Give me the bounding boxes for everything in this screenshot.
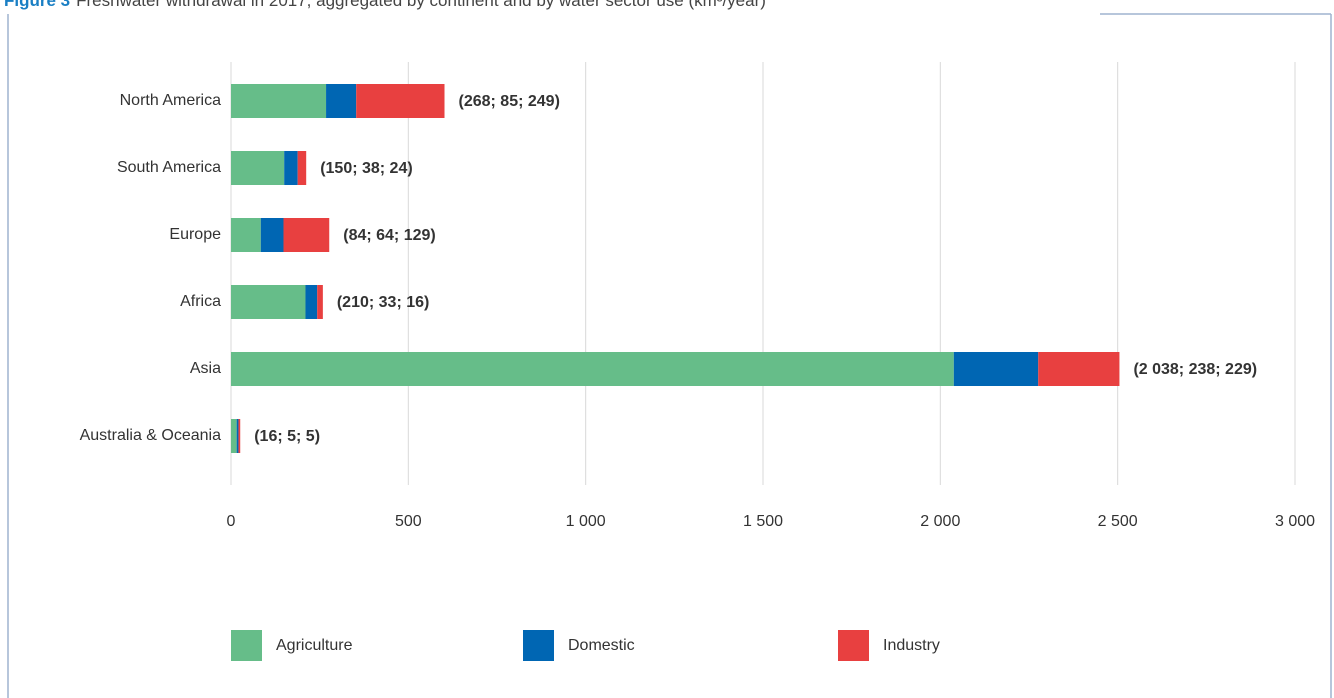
- x-tick-label: 2 500: [1098, 513, 1138, 530]
- bar-segment: [231, 84, 327, 118]
- bar-segment: [953, 352, 1039, 386]
- bar-segment: [260, 218, 284, 252]
- bar-segment: [231, 352, 954, 386]
- bar-label: (150; 38; 24): [320, 160, 413, 177]
- legend-label: Agriculture: [276, 637, 353, 654]
- legend-label: Industry: [883, 637, 940, 654]
- bar-segment: [356, 84, 445, 118]
- x-tick-label: 1 000: [566, 513, 606, 530]
- bar-segment: [1038, 352, 1120, 386]
- bar-segment: [236, 419, 239, 453]
- bar-segment: [231, 419, 237, 453]
- y-tick-label: Europe: [169, 226, 221, 243]
- legend-label: Domestic: [568, 637, 635, 654]
- legend-swatch: [231, 630, 262, 661]
- bar-label: (84; 64; 129): [343, 227, 436, 244]
- bar-segment: [297, 151, 307, 185]
- bar-segment: [305, 285, 318, 319]
- bar-segment: [231, 151, 285, 185]
- bar-segment: [238, 419, 241, 453]
- x-tick-label: 2 000: [920, 513, 960, 530]
- x-tick-label: 500: [395, 513, 422, 530]
- title: Freshwater withdrawal in 2017, aggregate…: [76, 0, 766, 10]
- bar-label: (16; 5; 5): [254, 428, 320, 445]
- bar-segment: [284, 151, 298, 185]
- bar-segment: [231, 218, 261, 252]
- y-tick-label: Africa: [180, 293, 221, 310]
- y-tick-label: Asia: [190, 360, 221, 377]
- figure-label: Figure 3: [4, 0, 70, 10]
- bar-segment: [231, 285, 306, 319]
- bar-label: (268; 85; 249): [459, 93, 560, 110]
- legend-swatch: [838, 630, 869, 661]
- figure-title: Figure 3 Freshwater withdrawal in 2017, a…: [4, 0, 766, 10]
- y-tick-label: Australia & Oceania: [80, 427, 222, 444]
- bar-segment: [326, 84, 357, 118]
- x-tick-label: 3 000: [1275, 513, 1315, 530]
- legend-swatch: [523, 630, 554, 661]
- y-tick-label: North America: [120, 92, 221, 109]
- bar-segment: [283, 218, 330, 252]
- bar-segment: [317, 285, 323, 319]
- bar-label: (2 038; 238; 229): [1133, 361, 1257, 378]
- bar-label: (210; 33; 16): [337, 294, 430, 311]
- x-tick-label: 1 500: [743, 513, 783, 530]
- y-tick-label: South America: [117, 159, 221, 176]
- x-tick-label: 0: [227, 513, 236, 530]
